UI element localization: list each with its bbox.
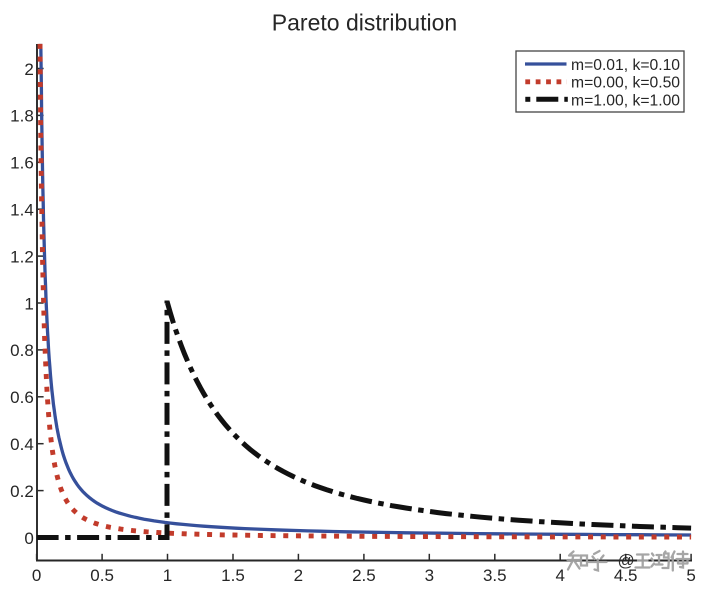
svg-text:Pareto distribution: Pareto distribution	[272, 10, 457, 36]
svg-text:m=0.00, k=0.50: m=0.00, k=0.50	[571, 75, 680, 92]
svg-text:1.2: 1.2	[10, 247, 34, 266]
svg-text:3.5: 3.5	[483, 566, 507, 585]
svg-text:1.5: 1.5	[221, 566, 245, 585]
svg-text:0: 0	[24, 529, 33, 548]
svg-text:@: @	[618, 551, 635, 570]
svg-text:0.8: 0.8	[10, 341, 34, 360]
svg-text:0.5: 0.5	[90, 566, 114, 585]
svg-text:m=1.00, k=1.00: m=1.00, k=1.00	[571, 92, 680, 109]
svg-text:0.4: 0.4	[10, 435, 34, 454]
svg-text:1: 1	[163, 566, 172, 585]
svg-text:3: 3	[425, 566, 434, 585]
svg-text:1.4: 1.4	[10, 201, 34, 220]
svg-text:0.2: 0.2	[10, 482, 34, 501]
svg-text:0: 0	[32, 566, 41, 585]
svg-text:5: 5	[686, 566, 695, 585]
svg-text:2: 2	[294, 566, 303, 585]
svg-text:0.6: 0.6	[10, 388, 34, 407]
svg-text:4.5: 4.5	[614, 566, 638, 585]
svg-text:1: 1	[24, 294, 33, 313]
svg-text:1.8: 1.8	[10, 107, 34, 126]
svg-text:2.5: 2.5	[352, 566, 376, 585]
svg-text:m=0.01, k=0.10: m=0.01, k=0.10	[571, 57, 680, 74]
svg-text:1.6: 1.6	[10, 154, 34, 173]
svg-text:4: 4	[555, 566, 564, 585]
svg-text:2: 2	[24, 60, 33, 79]
